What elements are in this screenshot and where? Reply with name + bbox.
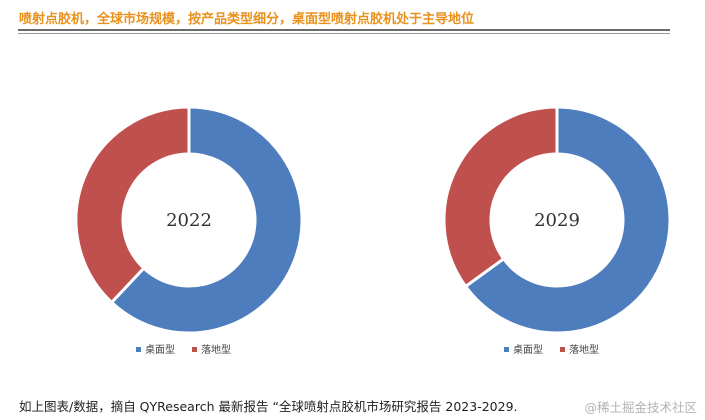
- legend-swatch-floor: [192, 347, 197, 352]
- donut-center-label: 2029: [534, 210, 580, 231]
- donut-chart-2022: 2022 桌面型 落地型: [44, 85, 334, 375]
- donut-chart-2029: 2029 桌面型 落地型: [412, 85, 702, 375]
- legend-label-floor: 落地型: [569, 343, 599, 356]
- legend-swatch-desktop: [504, 347, 509, 352]
- slice-desktop-2029: [463, 105, 672, 335]
- watermark: @稀土掘金技术社区: [584, 400, 697, 415]
- source-note: 如上图表/数据，摘自 QYResearch 最新报告 “全球喷射点胶机市场研究报…: [19, 399, 518, 414]
- legend-label-desktop: 桌面型: [145, 343, 175, 356]
- slice-floor-2022: [74, 105, 191, 305]
- header-divider: [18, 29, 670, 31]
- slice-floor-2029: [442, 105, 559, 289]
- legend-swatch-floor: [560, 347, 565, 352]
- legend-label-desktop: 桌面型: [513, 343, 543, 356]
- page-title: 喷射点胶机，全球市场规模，按产品类型细分，桌面型喷射点胶机处于主导地位: [19, 12, 475, 27]
- header-divider-thin: [18, 33, 670, 34]
- legend-swatch-desktop: [136, 347, 141, 352]
- legend-label-floor: 落地型: [201, 343, 231, 356]
- donut-chart-svg-2022: 2022 桌面型 落地型: [74, 105, 304, 356]
- slice-desktop-2022: [109, 105, 304, 335]
- donut-center-label: 2022: [166, 210, 212, 231]
- donut-chart-svg-2029: 2029 桌面型 落地型: [442, 105, 672, 356]
